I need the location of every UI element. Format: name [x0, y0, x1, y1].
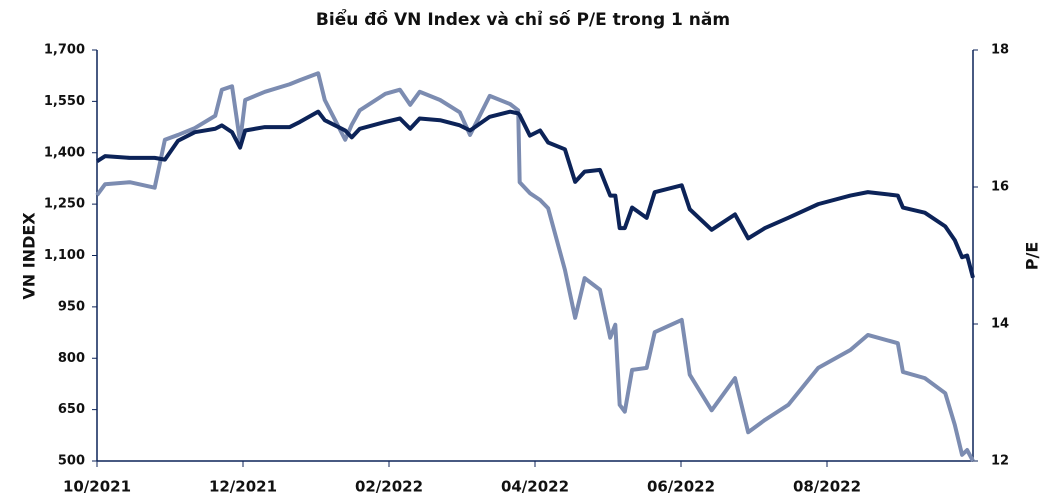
x-tick-label: 12/2021 [209, 478, 277, 496]
series-line [95, 71, 975, 462]
y2-axis-title: P/E [1023, 242, 1042, 271]
y-tick-label: 800 [58, 351, 85, 366]
y-axis-title: VN INDEX [20, 212, 39, 300]
y-tick-label: 1,550 [44, 94, 85, 109]
y2-tick-label: 12 [991, 454, 1009, 469]
y2-tick-label: 14 [991, 317, 1009, 332]
y-tick-label: 1,400 [44, 145, 85, 160]
series-line [95, 109, 975, 279]
y-tick-label: 1,250 [44, 197, 85, 212]
y-tick-label: 650 [58, 402, 85, 417]
y-tick-label: 1,700 [44, 43, 85, 58]
x-tick-label: 10/2021 [63, 478, 131, 496]
y-tick-label: 500 [58, 454, 85, 469]
x-tick-label: 06/2022 [647, 478, 715, 496]
y2-tick-label: 16 [991, 180, 1009, 195]
x-tick-label: 04/2022 [501, 478, 569, 496]
x-tick-label: 08/2022 [793, 478, 861, 496]
y-tick-label: 950 [58, 299, 85, 314]
y-tick-label: 1,100 [44, 248, 85, 263]
x-tick-label: 02/2022 [355, 478, 423, 496]
chart-title: Biểu đồ VN Index và chỉ số P/E trong 1 n… [316, 8, 730, 30]
y2-tick-label: 18 [991, 43, 1009, 58]
